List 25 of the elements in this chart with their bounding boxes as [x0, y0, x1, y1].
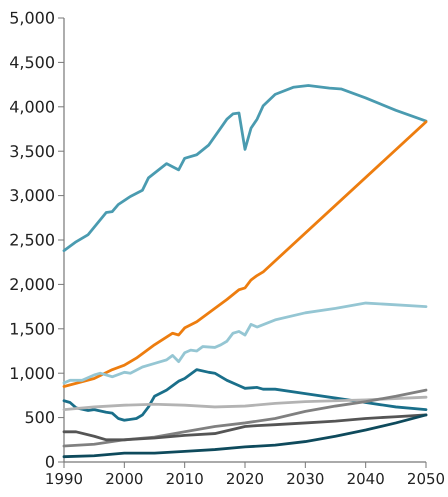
y-tick-label: 1,500 — [9, 319, 55, 338]
y-tick-label: 4,500 — [9, 53, 55, 72]
x-tick-label: 1990 — [44, 470, 84, 488]
x-tick-label: 2010 — [166, 470, 204, 488]
y-tick-label: 500 — [24, 408, 55, 428]
y-tick-label: 3,000 — [9, 186, 55, 206]
line-series — [62, 120, 428, 388]
y-tick-label: 2,000 — [9, 275, 55, 294]
x-tick-label: 2050 — [406, 470, 446, 488]
y-tick-label: 0 — [44, 452, 55, 472]
x-tick-label: 2020 — [226, 470, 264, 488]
line-series — [62, 302, 428, 384]
line-series — [62, 414, 428, 458]
line-series — [62, 414, 428, 442]
line-series — [62, 368, 428, 422]
x-tick-label: 2030 — [286, 470, 324, 488]
x-tick-label: 2040 — [346, 470, 385, 488]
y-tick-label: 1,000 — [9, 364, 55, 383]
y-tick-label: 2,500 — [9, 230, 55, 250]
x-tick-label: 2000 — [105, 470, 144, 488]
line-series — [62, 84, 428, 252]
y-tick-label: 3,500 — [9, 142, 55, 161]
y-tick-label: 5,000 — [9, 8, 55, 28]
y-tick-label: 4,000 — [9, 97, 55, 116]
line-series — [62, 396, 428, 412]
